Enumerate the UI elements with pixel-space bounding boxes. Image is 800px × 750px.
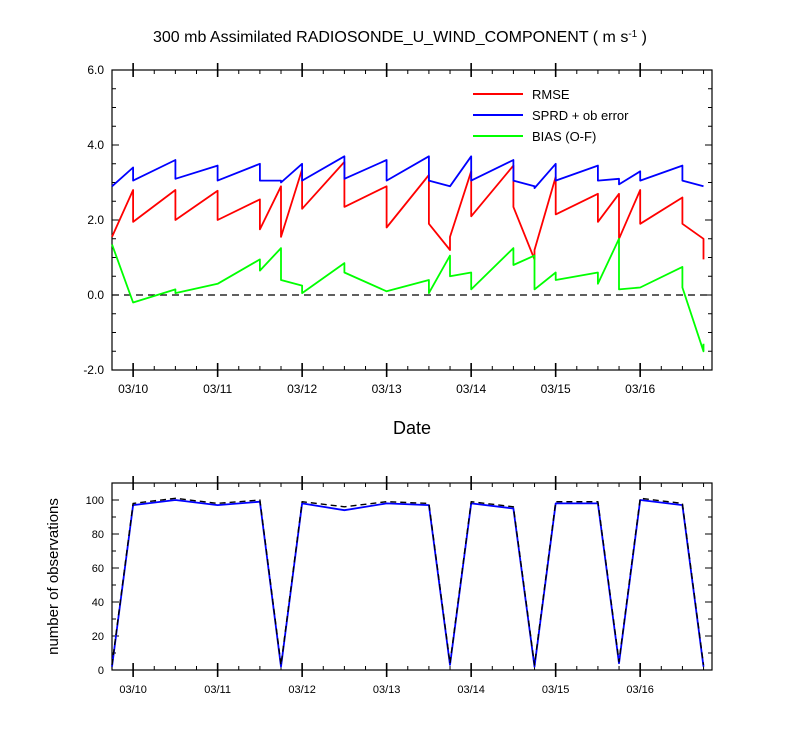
chart1-y-tick-label: 6.0 — [87, 63, 104, 77]
chart2-series-observations — [111, 499, 705, 668]
chart1-x-tick-label: 03/15 — [541, 382, 571, 396]
chart2-y-tick-label: 60 — [92, 563, 104, 575]
chart1-series-bias-o-f — [111, 237, 705, 353]
chart1-series-sprd-ob-error — [111, 155, 704, 190]
chart1-title: 300 mb Assimilated RADIOSONDE_U_WIND_COM… — [153, 29, 647, 47]
chart1-x-axis-label: Date — [393, 418, 431, 438]
chart2-x-tick-label: 03/10 — [119, 684, 147, 696]
title-superscript: -1 — [628, 29, 637, 40]
chart1-legend-label: RMSE — [532, 87, 570, 102]
chart2-y-tick-label: 40 — [92, 597, 104, 609]
chart2-x-tick-label: 03/16 — [626, 684, 654, 696]
bottom-chart-panel: 0 20 40 60 80 100 03/10 03/11 03/12 03/13 03/14 03/… — [45, 476, 713, 696]
title-end: ) — [637, 29, 647, 46]
chart1-y-tick-label: 4.0 — [87, 138, 104, 152]
chart1-x-tick-label: 03/12 — [287, 382, 317, 396]
chart2-y-tick-label: 20 — [92, 631, 104, 643]
chart2-x-tick-label: 03/15 — [542, 684, 570, 696]
chart2-y-tick-label: 100 — [86, 495, 104, 507]
chart1-legend-label: BIAS (O-F) — [532, 129, 596, 144]
chart1-series-rmse — [111, 160, 705, 261]
top-chart-panel: -2.0 0.0 2.0 4.0 6.0 03/10 03/11 03/12 03/13 03/1… — [83, 29, 713, 438]
chart1-x-tick-label: 03/13 — [372, 382, 402, 396]
chart2-x-tick-label: 03/13 — [373, 684, 401, 696]
chart2-y-tick-label: 80 — [92, 529, 104, 541]
chart1-x-tick-label: 03/14 — [456, 382, 486, 396]
chart1-y-tick-label: 0.0 — [87, 288, 104, 302]
chart2-x-tick-label: 03/11 — [204, 684, 231, 696]
chart2-x-tick-label: 03/14 — [457, 684, 485, 696]
chart1-x-tick-label: 03/11 — [203, 382, 232, 396]
chart2-y-axis-label: number of observations — [45, 498, 62, 655]
chart1-y-tick-label: 2.0 — [87, 213, 104, 227]
chart2-y-tick-label: 0 — [98, 665, 104, 677]
chart1-x-tick-label: 03/10 — [118, 382, 148, 396]
chart1-y-tick-label: -2.0 — [83, 363, 104, 377]
chart2-series-observations-dashed — [111, 497, 705, 666]
chart2-frame — [111, 482, 713, 671]
chart2-x-tick-label: 03/12 — [288, 684, 316, 696]
chart1-legend-label: SPRD + ob error — [532, 108, 629, 123]
chart1-x-tick-label: 03/16 — [625, 382, 655, 396]
title-main: 300 mb Assimilated RADIOSONDE_U_WIND_COM… — [153, 29, 628, 46]
